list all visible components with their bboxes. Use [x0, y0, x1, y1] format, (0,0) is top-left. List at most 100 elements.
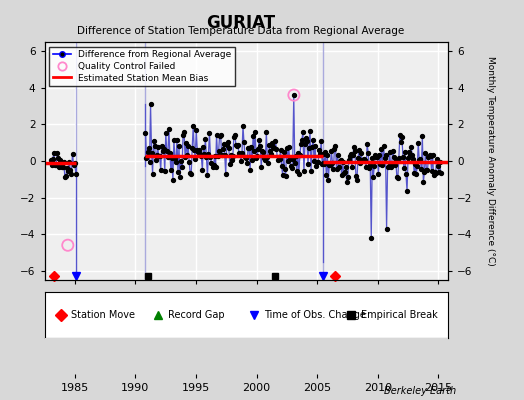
Point [381, 152, 390, 158]
Point [328, 159, 336, 166]
Point [326, 162, 334, 168]
Point [165, 126, 173, 132]
Point [72, 170, 80, 177]
Point [222, 171, 230, 177]
Point [310, 158, 318, 164]
Point [401, 148, 409, 155]
Text: Station Move: Station Move [71, 310, 135, 320]
Point [258, 147, 267, 154]
Point [254, 146, 263, 152]
Point [394, 174, 402, 181]
Point [408, 152, 417, 158]
Point [302, 135, 310, 142]
Point [296, 152, 304, 158]
Point [217, 152, 226, 158]
Point [204, 151, 213, 157]
Point [362, 164, 370, 170]
Point [379, 142, 388, 149]
Point [367, 235, 375, 241]
Point [423, 167, 432, 174]
Point [280, 166, 289, 172]
Point [49, 156, 57, 162]
Point [396, 132, 404, 138]
Point [391, 156, 400, 163]
Point [339, 159, 347, 165]
Point [231, 131, 239, 138]
Point [176, 174, 184, 180]
Point [63, 164, 71, 171]
Point [335, 158, 344, 164]
Point [311, 143, 319, 149]
Point [147, 150, 156, 156]
Point [276, 147, 285, 154]
Point [291, 153, 300, 159]
Point [247, 144, 255, 150]
Point [65, 158, 73, 165]
Point [233, 143, 241, 150]
Point [151, 157, 160, 164]
Point [409, 156, 417, 162]
Point [275, 154, 283, 160]
Point [330, 146, 339, 152]
Point [226, 160, 234, 167]
Point [194, 148, 202, 155]
Point [347, 164, 356, 170]
Point [315, 147, 323, 154]
Point [329, 166, 337, 172]
Point [346, 153, 354, 159]
Point [343, 179, 351, 186]
Point [301, 140, 309, 147]
Point [155, 153, 163, 159]
Point [299, 129, 307, 136]
Point [246, 167, 254, 173]
Point [230, 134, 238, 140]
Point [156, 152, 164, 159]
Point [221, 152, 229, 158]
Point [290, 92, 298, 98]
Point [193, 147, 201, 153]
Point [226, 152, 235, 158]
Point [47, 157, 55, 164]
Text: Empirical Break: Empirical Break [361, 310, 438, 320]
Point [374, 171, 383, 178]
Point [239, 123, 247, 129]
Point [242, 155, 250, 162]
Point [388, 160, 396, 167]
Point [282, 145, 291, 152]
Point [166, 150, 174, 156]
Point [200, 151, 209, 157]
Point [51, 162, 59, 168]
Point [399, 154, 407, 160]
Point [373, 154, 381, 160]
Point [286, 156, 294, 162]
Point [346, 151, 355, 157]
Point [305, 145, 313, 151]
Point [380, 155, 389, 162]
Point [411, 160, 419, 167]
Point [313, 159, 321, 166]
Point [56, 157, 64, 163]
Point [205, 129, 214, 136]
Point [278, 171, 287, 178]
Point [223, 142, 231, 148]
Point [309, 136, 317, 143]
Point [352, 173, 360, 180]
Point [404, 155, 412, 161]
Point [421, 150, 430, 156]
Point [216, 132, 225, 138]
Point [234, 142, 242, 148]
Point [435, 159, 444, 165]
Point [340, 170, 348, 176]
Point [50, 150, 58, 156]
Point [171, 154, 179, 161]
Point [198, 167, 206, 173]
Point [60, 159, 68, 165]
Point [228, 153, 237, 160]
Point [383, 226, 391, 232]
Point [187, 171, 195, 178]
Point [363, 141, 372, 147]
Point [232, 142, 240, 148]
Point [395, 155, 403, 161]
Point [410, 170, 418, 176]
Point [143, 155, 151, 162]
